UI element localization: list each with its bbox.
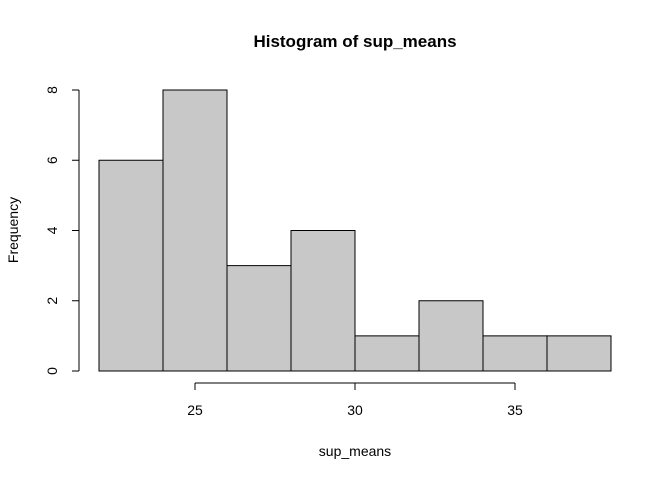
- x-axis-label: sup_means: [319, 443, 391, 459]
- histogram-bar-6: [418, 300, 484, 372]
- x-tick-label: 35: [507, 402, 523, 418]
- x-axis: 25 30 35: [187, 382, 523, 418]
- y-tick-label: 8: [44, 86, 60, 94]
- histogram-bar-4: [290, 230, 356, 372]
- histogram-bar-8: [546, 335, 612, 372]
- y-axis-label: Frequency: [5, 197, 21, 263]
- y-tick-label: 4: [44, 226, 60, 234]
- histogram-bar-3: [226, 265, 292, 372]
- histogram-bar-7: [482, 335, 548, 372]
- chart-title: Histogram of sup_means: [253, 32, 456, 51]
- y-tick-label: 2: [44, 297, 60, 305]
- histogram-bar-5: [354, 335, 420, 372]
- x-tick-label: 25: [187, 402, 203, 418]
- x-tick-label: 30: [347, 402, 363, 418]
- histogram-bar-1: [98, 159, 164, 372]
- histogram-bar-2: [162, 89, 228, 372]
- histogram-bars: [98, 89, 612, 372]
- y-axis: 0 2 4 6 8: [44, 86, 80, 375]
- y-tick-label: 6: [44, 156, 60, 164]
- y-tick-label: 0: [44, 367, 60, 375]
